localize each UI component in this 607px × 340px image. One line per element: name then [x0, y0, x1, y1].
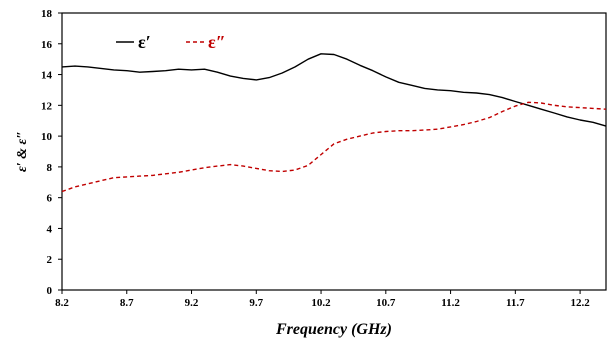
x-tick-label: 12.2 [570, 297, 590, 309]
legend-label: ε′ [138, 32, 151, 52]
x-tick-label: 8.2 [55, 297, 69, 309]
y-axis-title: ε′ & ε″ [15, 131, 30, 172]
y-tick-label: 4 [47, 223, 53, 235]
series-line-epsilon-prime [61, 53, 607, 127]
x-tick-label: 11.2 [441, 297, 460, 309]
y-tick-label: 12 [41, 100, 53, 112]
x-tick-label: 9.2 [185, 297, 199, 309]
y-tick-label: 0 [47, 285, 53, 297]
plot-area: 0 2 4 6 8 10 12 14 16 18 8.2 8.7 9.2 9.7 10.2 10.7 11.2 1… [15, 8, 607, 338]
x-tick-label: 8.7 [120, 297, 134, 309]
y-tick-label: 18 [41, 8, 53, 20]
series-line-epsilon-double-prime [61, 101, 607, 193]
y-tick-label: 2 [47, 254, 53, 266]
y-tick-label: 6 [47, 193, 53, 205]
y-tick-label: 10 [41, 131, 53, 143]
x-axis-title: Frequency (GHz) [275, 321, 392, 338]
y-tick-label: 8 [47, 162, 53, 174]
x-tick-label: 11.7 [506, 297, 525, 309]
legend-label: ε″ [208, 32, 226, 52]
plot-frame [61, 12, 607, 291]
x-tick-label: 10.7 [376, 297, 396, 309]
x-tick-label: 9.7 [249, 297, 263, 309]
y-tick-label: 14 [41, 70, 53, 82]
y-tick-label: 16 [41, 39, 53, 51]
x-tick-label: 10.2 [311, 297, 331, 309]
